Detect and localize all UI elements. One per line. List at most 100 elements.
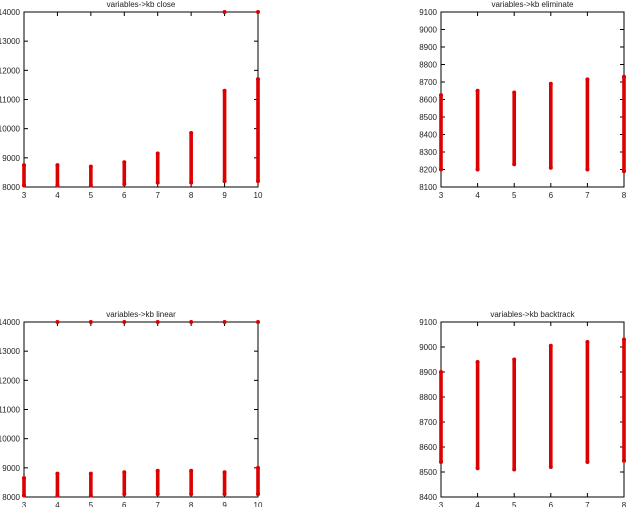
x-tick-label: 8 bbox=[189, 501, 194, 507]
y-tick-label: 9000 bbox=[2, 154, 20, 163]
x-tick-label: 4 bbox=[55, 191, 60, 200]
data-point bbox=[222, 470, 227, 475]
data-point bbox=[155, 320, 160, 324]
data-point bbox=[122, 320, 127, 324]
data-point bbox=[548, 81, 553, 86]
x-tick-label: 10 bbox=[254, 501, 263, 507]
y-tick-label: 8500 bbox=[419, 113, 437, 122]
y-tick-label: 9100 bbox=[419, 8, 437, 17]
data-point bbox=[439, 370, 443, 374]
x-tick-label: 8 bbox=[189, 191, 194, 200]
data-point bbox=[548, 165, 553, 170]
x-tick-label: 4 bbox=[475, 501, 480, 507]
data-point bbox=[439, 167, 443, 172]
x-tick-label: 5 bbox=[89, 501, 94, 507]
x-tick-label: 5 bbox=[512, 191, 517, 200]
y-tick-label: 8600 bbox=[419, 96, 437, 105]
data-point bbox=[512, 162, 517, 167]
data-point bbox=[222, 320, 227, 324]
data-point bbox=[439, 460, 443, 464]
data-point bbox=[55, 493, 60, 498]
data-point bbox=[475, 88, 480, 93]
data-point bbox=[475, 360, 480, 364]
y-tick-label: 8300 bbox=[419, 148, 437, 157]
data-point bbox=[88, 493, 93, 498]
y-tick-label: 8100 bbox=[419, 183, 437, 192]
data-point bbox=[189, 468, 194, 473]
x-tick-label: 7 bbox=[585, 191, 590, 200]
x-tick-label: 7 bbox=[155, 191, 160, 200]
data-point bbox=[155, 180, 160, 185]
data-point bbox=[22, 183, 26, 188]
x-tick-label: 3 bbox=[22, 191, 27, 200]
y-tick-label: 14000 bbox=[0, 8, 21, 17]
x-tick-label: 6 bbox=[549, 191, 554, 200]
data-point bbox=[189, 492, 194, 497]
data-point bbox=[55, 471, 60, 476]
y-tick-label: 10000 bbox=[0, 125, 21, 134]
y-tick-label: 8200 bbox=[419, 166, 437, 175]
data-point bbox=[88, 164, 93, 169]
data-point bbox=[548, 465, 553, 469]
data-point bbox=[585, 77, 590, 82]
data-point bbox=[512, 467, 517, 472]
x-tick-label: 4 bbox=[55, 501, 60, 507]
chart-title: variables->kb eliminate bbox=[491, 0, 574, 9]
data-point bbox=[475, 167, 480, 172]
y-tick-label: 8700 bbox=[419, 418, 437, 427]
x-tick-label: 3 bbox=[439, 191, 444, 200]
y-tick-label: 9000 bbox=[2, 464, 20, 473]
x-tick-label: 5 bbox=[512, 501, 517, 507]
data-point bbox=[512, 357, 517, 362]
chart-panel-2: variables->kb eliminate 8100 8200 8300 8400 8… bbox=[419, 0, 627, 200]
x-tick-label: 7 bbox=[155, 501, 160, 507]
y-tick-label: 10000 bbox=[0, 435, 21, 444]
x-tick-label: 3 bbox=[439, 501, 444, 507]
y-tick-label: 8900 bbox=[419, 43, 437, 52]
data-point bbox=[122, 492, 127, 497]
data-point bbox=[622, 169, 626, 174]
data-point bbox=[189, 180, 194, 185]
x-tick-label: 7 bbox=[585, 501, 590, 507]
y-tick-label: 8800 bbox=[419, 61, 437, 70]
y-tick-label: 8700 bbox=[419, 78, 437, 87]
x-tick-label: 5 bbox=[89, 191, 94, 200]
y-tick-label: 11000 bbox=[0, 406, 21, 415]
data-point bbox=[475, 466, 480, 471]
data-point bbox=[256, 10, 260, 14]
data-point bbox=[189, 320, 194, 324]
data-point bbox=[548, 343, 553, 348]
data-point bbox=[55, 320, 60, 324]
data-point bbox=[88, 183, 93, 188]
data-point bbox=[122, 160, 127, 165]
chart-panel-4: variables->kb backtrack 8400 8500 8600 8700 8… bbox=[419, 310, 627, 507]
y-tick-label: 8900 bbox=[419, 368, 437, 377]
x-tick-label: 9 bbox=[222, 191, 227, 200]
x-tick-label: 6 bbox=[122, 501, 127, 507]
data-point bbox=[55, 163, 60, 168]
data-point bbox=[22, 493, 26, 498]
plot-frame bbox=[23, 321, 259, 498]
data-point bbox=[88, 320, 93, 324]
data-point bbox=[222, 179, 227, 184]
data-point bbox=[155, 151, 160, 156]
data-point bbox=[585, 340, 590, 344]
y-tick-label: 11000 bbox=[0, 96, 21, 105]
y-tick-label: 9000 bbox=[419, 343, 437, 352]
x-tick-label: 3 bbox=[22, 501, 27, 507]
plot-frame bbox=[440, 321, 625, 498]
chart-title: variables->kb close bbox=[107, 0, 176, 9]
data-point bbox=[155, 492, 160, 497]
x-tick-label: 10 bbox=[254, 191, 263, 200]
y-tick-label: 8800 bbox=[419, 393, 437, 402]
chart-panel-3: variables->kb linear 8000 9000 10000 11000 12… bbox=[0, 310, 263, 507]
data-point bbox=[55, 183, 60, 188]
data-point bbox=[222, 88, 227, 93]
y-tick-label: 8600 bbox=[419, 443, 437, 452]
x-tick-label: 8 bbox=[622, 191, 627, 200]
data-point bbox=[622, 337, 626, 342]
data-point bbox=[22, 163, 26, 168]
y-tick-label: 12000 bbox=[0, 376, 21, 385]
y-tick-label: 8400 bbox=[419, 131, 437, 140]
y-tick-label: 9000 bbox=[419, 26, 437, 35]
